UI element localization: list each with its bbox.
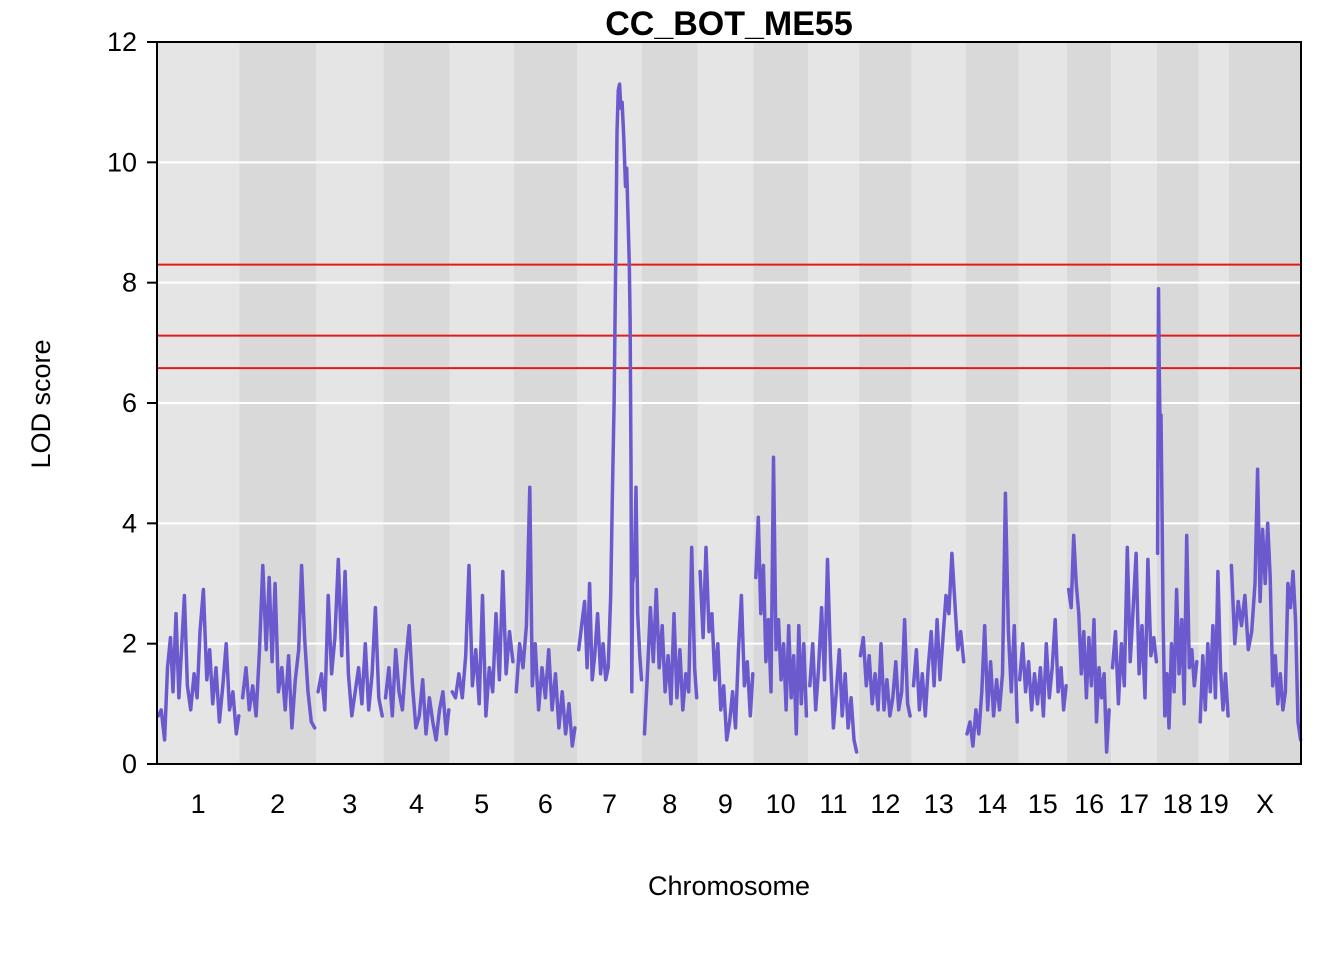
x-tick-label-chr-12: 12 bbox=[870, 789, 900, 819]
lod-line-chr-10 bbox=[754, 455, 809, 736]
lod-line-chr-16 bbox=[1066, 533, 1111, 754]
lod-line-chr-6 bbox=[514, 485, 577, 748]
x-tick-label-chr-3: 3 bbox=[342, 789, 357, 819]
x-tick-label-chr-6: 6 bbox=[538, 789, 553, 819]
y-tick-label: 0 bbox=[122, 749, 137, 779]
lod-line-chr-X bbox=[1229, 467, 1303, 742]
lod-line-chr-5 bbox=[450, 563, 515, 718]
threshold-lines bbox=[157, 263, 1301, 370]
x-tick-label-chr-10: 10 bbox=[766, 789, 796, 819]
lod-line-chr-9 bbox=[698, 545, 755, 742]
x-tick-label-chr-18: 18 bbox=[1163, 789, 1193, 819]
chart-title: CC_BOT_ME55 bbox=[605, 5, 853, 43]
y-tick-label: 10 bbox=[107, 147, 137, 177]
x-tick-label-chr-8: 8 bbox=[662, 789, 677, 819]
x-tick-label-chr-13: 13 bbox=[924, 789, 954, 819]
x-tick-label-chr-1: 1 bbox=[191, 789, 206, 819]
lod-line-chr-11 bbox=[808, 557, 859, 754]
lod-line-chr-1 bbox=[156, 587, 241, 742]
x-tick-label-chr-5: 5 bbox=[474, 789, 489, 819]
lod-line-chr-18 bbox=[1155, 286, 1199, 730]
x-tick-label-chr-9: 9 bbox=[718, 789, 733, 819]
x-tick-label-chr-11: 11 bbox=[820, 789, 848, 819]
y-tick-label: 6 bbox=[122, 388, 137, 418]
y-tick-label: 4 bbox=[122, 508, 137, 538]
lod-line-chr-2 bbox=[240, 563, 317, 730]
lod-line-chr-14 bbox=[965, 491, 1019, 748]
x-tick-label-chr-19: 19 bbox=[1199, 789, 1229, 819]
y-tick-label: 12 bbox=[107, 27, 137, 57]
lod-line-chr-19 bbox=[1198, 569, 1230, 724]
lod-line-chr-17 bbox=[1110, 545, 1159, 706]
x-tick-label-chr-15: 15 bbox=[1028, 789, 1058, 819]
x-tick-label-chr-16: 16 bbox=[1074, 789, 1104, 819]
x-tick-label-chr-X: X bbox=[1256, 789, 1274, 819]
y-axis: 0 2 4 6 8 10 12 bbox=[107, 27, 157, 779]
y-tick-label: 2 bbox=[122, 629, 137, 659]
lod-series bbox=[156, 82, 1303, 754]
x-tick-label-chr-2: 2 bbox=[270, 789, 285, 819]
lod-line-chr-7 bbox=[576, 82, 644, 694]
lod-line-chr-15 bbox=[1017, 617, 1068, 718]
x-tick-label-chr-17: 17 bbox=[1119, 789, 1149, 819]
x-tick-label-chr-4: 4 bbox=[409, 789, 424, 819]
lod-line-chr-13 bbox=[911, 551, 966, 718]
x-axis-label: Chromosome bbox=[648, 871, 810, 901]
x-tick-label-chr-7: 7 bbox=[602, 789, 617, 819]
y-tick-label: 8 bbox=[122, 268, 137, 298]
x-axis: 1 2 3 4 5 6 7 8 9 10 11 12 13 14 15 16 17 18 19 X bbox=[191, 789, 1274, 819]
lod-line-chr-12 bbox=[858, 617, 912, 718]
y-axis-label: LOD score bbox=[26, 339, 56, 468]
lod-line-chr-8 bbox=[642, 545, 699, 736]
lod-line-chr-4 bbox=[383, 623, 451, 742]
x-tick-label-chr-14: 14 bbox=[977, 789, 1007, 819]
lod-line-chr-3 bbox=[316, 557, 384, 718]
